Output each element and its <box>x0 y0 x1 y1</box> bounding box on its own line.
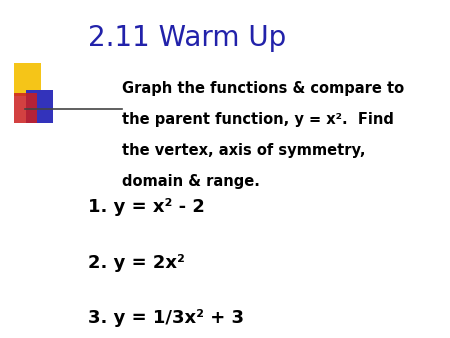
Text: 1. y = x² - 2: 1. y = x² - 2 <box>88 198 205 216</box>
Text: the parent function, y = x².  Find: the parent function, y = x². Find <box>122 112 393 127</box>
Bar <box>14 63 40 96</box>
Text: Graph the functions & compare to: Graph the functions & compare to <box>122 81 404 96</box>
Text: the vertex, axis of symmetry,: the vertex, axis of symmetry, <box>122 143 365 158</box>
Text: domain & range.: domain & range. <box>122 174 259 189</box>
Bar <box>26 90 53 123</box>
Text: 2. y = 2x²: 2. y = 2x² <box>88 254 184 271</box>
Bar <box>14 93 37 123</box>
Text: 2.11 Warm Up: 2.11 Warm Up <box>88 24 286 52</box>
Text: 3. y = 1/3x² + 3: 3. y = 1/3x² + 3 <box>88 309 244 327</box>
